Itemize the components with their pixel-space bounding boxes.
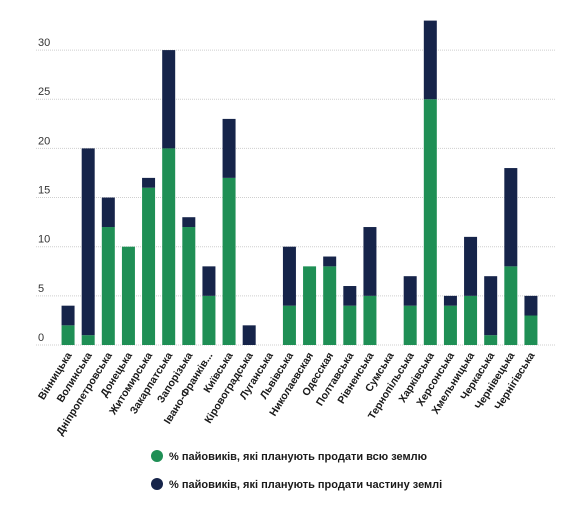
y-tick-label: 5 — [38, 283, 44, 295]
bar-segment — [524, 295, 538, 316]
bar-segment — [403, 305, 417, 345]
bar-segment — [142, 187, 156, 345]
bar-segment — [303, 266, 317, 345]
bar-segment — [81, 335, 95, 345]
bar-segment — [282, 246, 296, 306]
bar-segment — [323, 266, 337, 345]
bar-segment — [504, 266, 518, 345]
bar-segment — [443, 295, 457, 306]
bar-segment — [162, 148, 176, 345]
bar-segment — [282, 305, 296, 345]
bar-segment — [61, 305, 75, 326]
bar-segment — [202, 295, 216, 345]
y-tick-label: 15 — [38, 185, 50, 197]
bar-segment — [182, 227, 196, 345]
bar-segment — [81, 148, 95, 336]
bar-segment — [464, 236, 478, 296]
y-tick-label: 30 — [38, 37, 50, 49]
bar-segment — [423, 99, 437, 345]
y-tick-label: 10 — [38, 234, 50, 246]
y-tick-label: 20 — [38, 135, 50, 147]
bar-segment — [202, 266, 216, 296]
bar-segment — [403, 276, 417, 306]
legend-marker — [151, 450, 163, 462]
bar-segment — [443, 305, 457, 345]
bar-segment — [524, 315, 538, 345]
bar-segment — [464, 295, 478, 345]
bar-segment — [182, 217, 196, 228]
bar-segment — [343, 305, 357, 345]
bar-segment — [121, 246, 135, 345]
bar-segment — [363, 227, 377, 296]
legend-marker — [151, 478, 163, 490]
bar-segment — [323, 256, 337, 267]
legend-label: % пайовиків, які планують продати частин… — [169, 479, 442, 491]
bar-segment — [101, 197, 115, 228]
bar-segment — [242, 325, 256, 345]
bar-segment — [142, 177, 156, 188]
bar-segment — [423, 20, 437, 100]
y-tick-label: 25 — [38, 86, 50, 98]
bar-segment — [343, 286, 357, 306]
bar-segment — [222, 177, 236, 345]
bar-segment — [504, 168, 518, 267]
bar-segment — [363, 295, 377, 345]
bar-segment — [484, 335, 498, 345]
bar-segment — [162, 50, 176, 149]
bar-segment — [484, 276, 498, 336]
y-tick-label: 0 — [38, 332, 44, 344]
bar-segment — [61, 325, 75, 345]
legend-label: % пайовиків, які планують продати всю зе… — [169, 451, 427, 463]
bar-segment — [101, 227, 115, 345]
bar-segment — [222, 118, 236, 178]
